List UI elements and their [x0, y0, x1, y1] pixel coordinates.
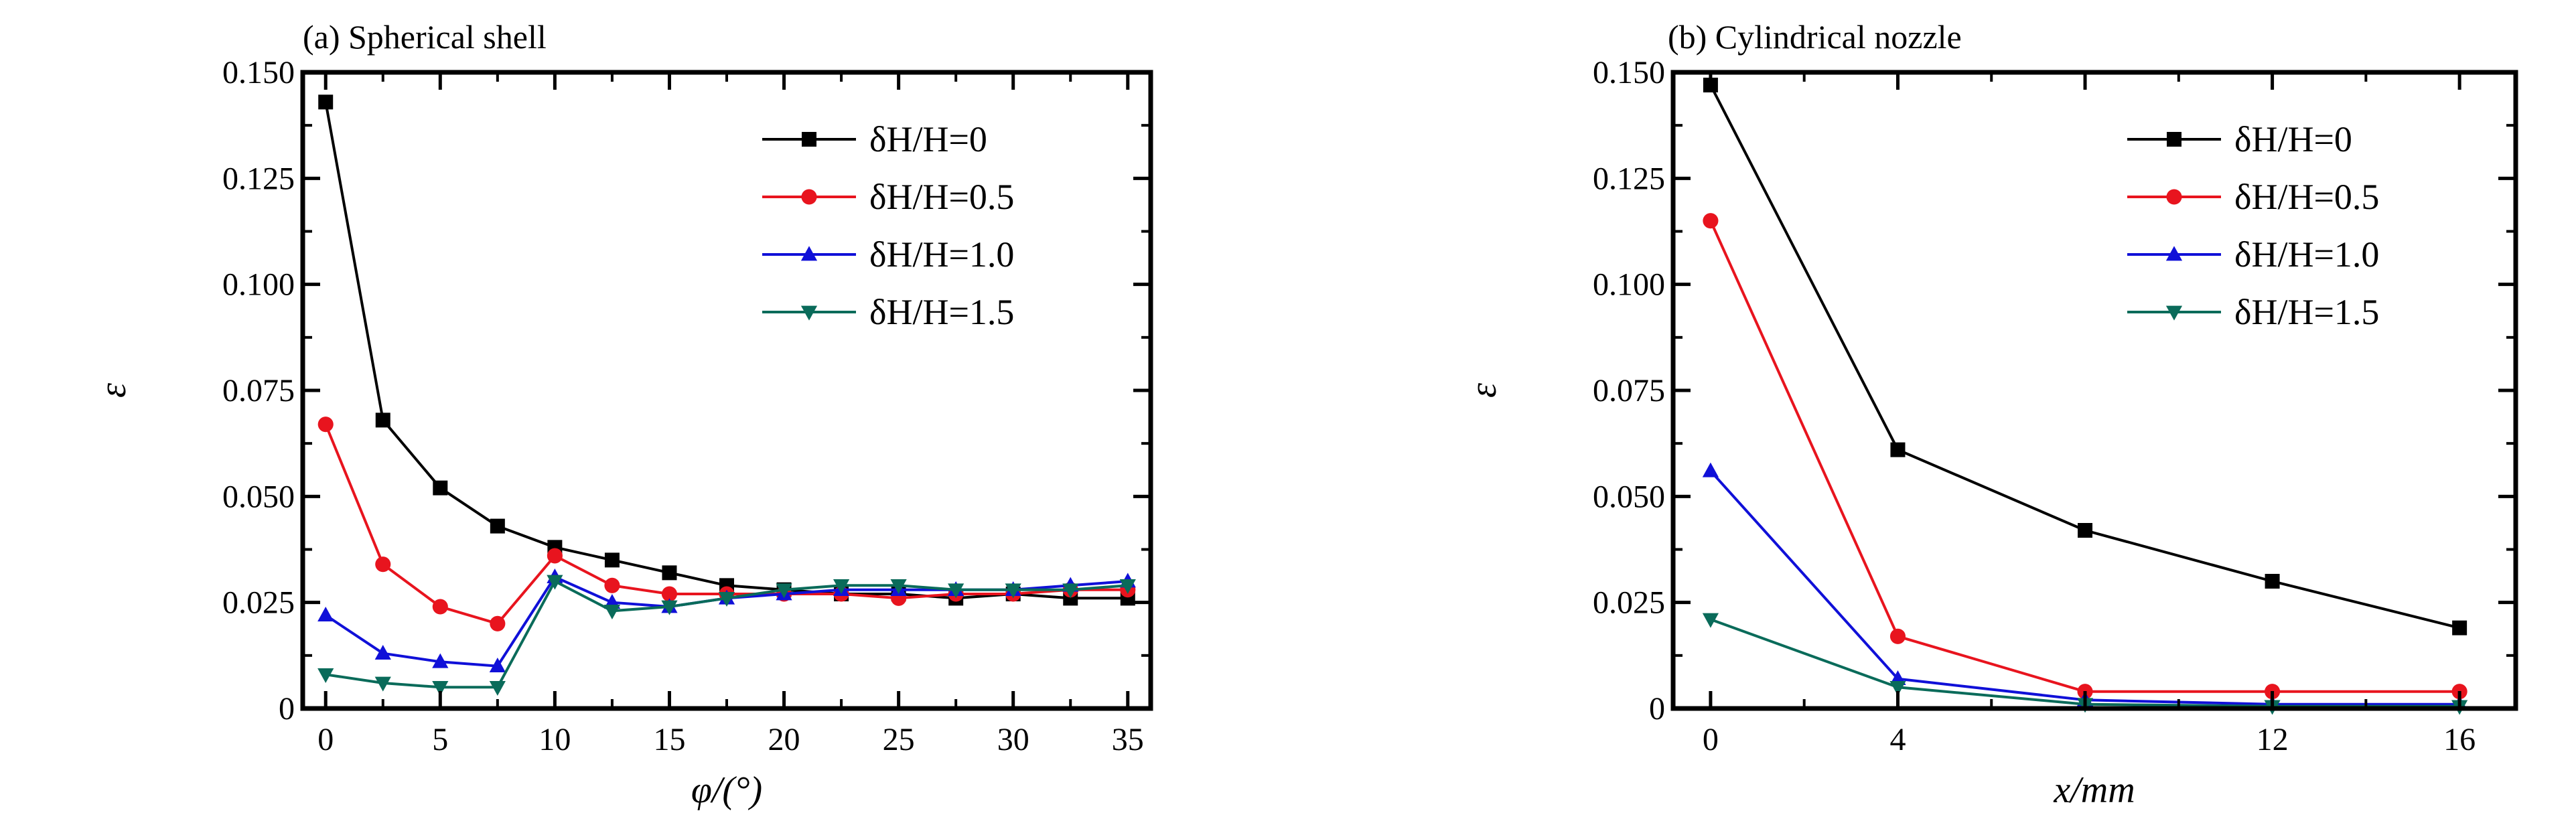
data-point: [718, 591, 735, 607]
data-point: [547, 548, 563, 564]
data-point: [490, 615, 506, 631]
data-point: [375, 556, 391, 573]
legend-marker: [2165, 246, 2183, 261]
series-line-0: [1709, 84, 2460, 629]
data-point: [317, 417, 334, 433]
data-point: [2265, 574, 2280, 589]
data-point: [1890, 442, 1906, 457]
legend-label: δH/H=0: [2234, 119, 2352, 159]
data-point: [948, 583, 964, 599]
legend-marker: [802, 132, 816, 147]
x-tick-label: 0: [1703, 722, 1719, 757]
data-point: [432, 599, 448, 615]
x-tick-label: 20: [768, 722, 800, 757]
data-point: [662, 565, 677, 581]
x-axis-label: φ/(°): [691, 769, 762, 811]
x-tick-label: 25: [883, 722, 915, 757]
legend-marker: [800, 246, 818, 261]
plot-frame: [300, 70, 1153, 711]
y-tick-label: 0.025: [222, 585, 295, 621]
y-tick-label: 0.150: [222, 55, 295, 90]
data-point: [318, 94, 334, 110]
data-point: [604, 577, 620, 593]
data-point: [604, 552, 620, 568]
chart-title: (b) Cylindrical nozzle: [1668, 18, 1962, 56]
data-point: [1703, 213, 1719, 229]
x-tick-label: 30: [997, 722, 1029, 757]
legend-label: δH/H=1.0: [869, 234, 1014, 275]
data-point: [433, 480, 448, 496]
y-axis-label: ε: [92, 382, 134, 398]
series-line-2: [1709, 469, 2460, 706]
y-tick-label: 0.075: [222, 373, 295, 408]
y-tick-label: 0.075: [1593, 373, 1665, 408]
x-tick-label: 10: [539, 722, 571, 757]
legend-marker: [2166, 189, 2182, 205]
y-tick-label: 0.025: [1593, 585, 1665, 621]
data-point: [374, 645, 391, 660]
data-point: [1702, 613, 1719, 628]
data-point: [490, 518, 505, 534]
data-point: [374, 676, 391, 692]
x-tick-label: 16: [2443, 722, 2476, 757]
plot-frame: [1670, 70, 2518, 711]
data-point: [890, 579, 907, 594]
y-tick-label: 0.050: [1593, 479, 1665, 514]
y-tick-label: 0: [279, 691, 295, 727]
data-point: [375, 412, 390, 428]
x-tick-label: 5: [432, 722, 448, 757]
x-tick-label: 15: [653, 722, 685, 757]
data-point: [661, 600, 678, 615]
data-point: [603, 604, 621, 619]
data-point: [1119, 579, 1136, 594]
panel-cylindrical-nozzle: (b) Cylindrical nozzle 0 0.025 0.050 0.075 0.…: [1463, 18, 2518, 811]
data-point: [317, 607, 334, 622]
y-tick-label: 0.125: [222, 161, 295, 196]
data-point: [1702, 462, 1719, 477]
data-point: [1005, 583, 1021, 599]
y-tick-label: 0.150: [1593, 55, 1665, 90]
y-tick-label: 0.100: [222, 267, 295, 303]
data-point: [833, 579, 850, 594]
y-axis-label: ε: [1463, 382, 1504, 398]
x-axis-label: x/mm: [2053, 769, 2135, 811]
data-point: [547, 575, 563, 590]
legend-label: δH/H=1.5: [869, 292, 1014, 332]
data-point: [2078, 523, 2093, 538]
x-tick-label: 35: [1112, 722, 1144, 757]
x-tick-label: 12: [2257, 722, 2289, 757]
data-point: [2452, 620, 2467, 635]
legend-label: δH/H=0: [869, 119, 987, 159]
legend-label: δH/H=0.5: [869, 177, 1014, 217]
x-tick-label: 4: [1889, 722, 1906, 757]
legend-label: δH/H=1.0: [2234, 234, 2379, 275]
y-tick-label: 0.100: [1593, 267, 1665, 303]
data-point: [1062, 583, 1079, 599]
panel-spherical-shell: (a) Spherical shell 0 0.025 0.050 0.075 0.100…: [92, 18, 1153, 811]
legend-label: δH/H=0.5: [2234, 177, 2379, 217]
x-tick-label: 0: [317, 722, 334, 757]
y-tick-label: 0.050: [222, 479, 295, 514]
y-tick-label: 0.125: [1593, 161, 1665, 196]
y-tick-label: 0: [1649, 691, 1665, 727]
legend-marker: [2167, 132, 2181, 147]
legend-marker: [2165, 305, 2183, 321]
data-point: [661, 586, 678, 602]
data-point: [432, 653, 449, 668]
data-point: [1889, 680, 1906, 696]
legend-marker: [801, 189, 817, 205]
data-point: [432, 680, 449, 696]
legend-marker: [800, 305, 818, 321]
data-point: [489, 680, 506, 696]
data-point: [317, 668, 334, 683]
data-point: [1889, 628, 1906, 644]
legend-label: δH/H=1.5: [2234, 292, 2379, 332]
chart-title: (a) Spherical shell: [303, 18, 547, 56]
data-point: [776, 583, 792, 599]
data-point: [489, 658, 506, 673]
